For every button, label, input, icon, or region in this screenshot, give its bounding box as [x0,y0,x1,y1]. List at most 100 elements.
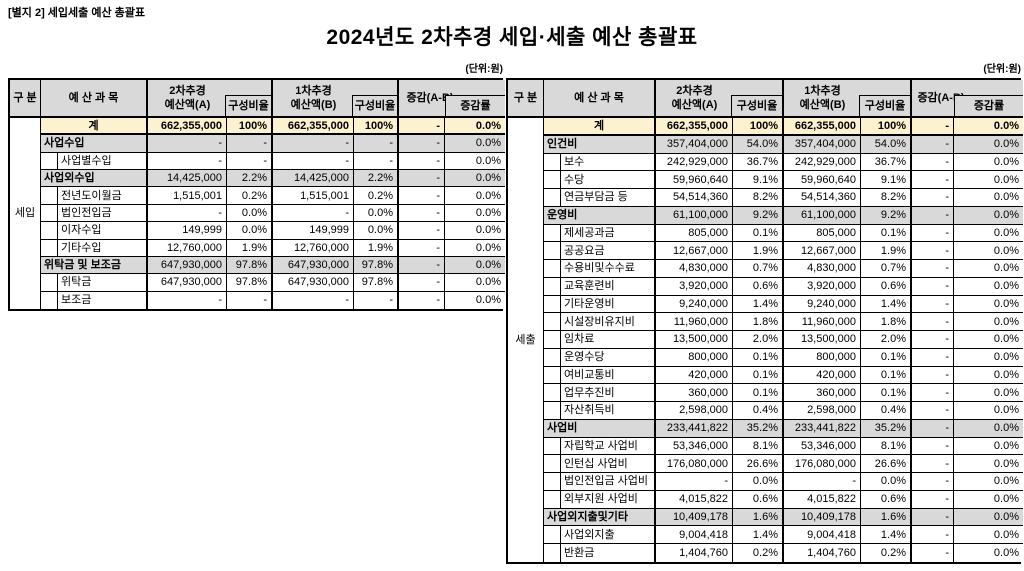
value-cell-a: 662,355,000 [656,118,733,136]
value-cell-rate: 0.0% [954,526,1023,544]
value-cell-rate: 0.0% [445,256,505,275]
value-cell-diff: - [399,222,445,240]
value-cell-ar: 0.2% [733,544,784,562]
header-b-line1: 1차추경 [295,84,332,97]
indent-cell [41,222,58,240]
value-cell-rate: 0.0% [954,419,1023,438]
header-group-b: 1차추경 예산액(B) 구성비율 [273,80,399,118]
row-label: 법인전입금 사업비 [561,473,656,491]
value-cell-br: 1.4% [861,295,912,314]
value-cell-diff: - [912,419,954,438]
page-title: 2024년도 2차추경 세입·세출 예산 총괄표 [326,26,698,49]
value-cell-a: 61,100,000 [656,206,733,225]
value-cell-diff: - [912,544,954,562]
value-cell-a: 12,760,000 [148,239,227,257]
value-cell-br: 9.1% [861,171,912,189]
value-cell-diff: - [912,260,954,278]
value-cell-br: 8.1% [861,437,912,456]
value-cell-b: 12,667,000 [784,242,861,260]
value-cell-rate: 0.0% [954,260,1023,278]
value-cell-rate: 0.0% [954,135,1023,154]
unit-label-expenditure: (단위:원) [983,64,1021,75]
indent-cell [544,313,561,331]
value-cell-br: 0.1% [861,224,912,243]
header-category: 예 산 과 목 [41,80,148,118]
indent-cell [544,348,561,367]
value-cell-b: 53,346,000 [784,437,861,456]
header-diff: 증감(A-B) [406,91,454,104]
value-cell-rate: 0.0% [445,118,505,136]
value-cell-br: 0.2% [354,187,399,205]
value-cell-diff: - [912,277,954,296]
value-cell-ar: 100% [227,118,273,136]
value-cell-ar: 0.1% [733,366,784,385]
value-cell-b: - [784,473,861,491]
value-cell-br: 0.0% [354,222,399,240]
row-label: 자산취득비 [561,402,656,420]
header-ratio: 구성비율 [731,95,782,116]
indent-cell [544,242,561,260]
value-cell-a: 647,930,000 [148,274,227,292]
value-cell-a: 9,240,000 [656,295,733,314]
value-cell-ar: 1.9% [227,239,273,257]
header-group-a: 2차추경 예산액(A) 구성비율 [656,80,784,118]
value-cell-a: 11,960,000 [656,313,733,331]
value-cell-ar: 0.1% [733,348,784,367]
value-cell-diff: - [912,242,954,260]
value-cell-a: 13,500,000 [656,331,733,349]
value-cell-b: 242,929,000 [784,153,861,172]
header-category: 예 산 과 목 [544,80,656,118]
value-cell-b: 1,404,760 [784,544,861,562]
total-row-label: 계 [41,118,148,136]
value-cell-diff: - [912,313,954,331]
value-cell-b: 9,240,000 [784,295,861,314]
indent-cell [41,274,58,292]
value-cell-a: 176,080,000 [656,455,733,473]
value-cell-br: 100% [861,118,912,136]
gubun-cell-expenditure: 세출 [508,118,544,562]
value-cell-br: 9.2% [861,206,912,225]
indent-cell [544,331,561,349]
value-cell-b: 3,920,000 [784,277,861,296]
indent-cell [41,204,58,223]
row-label: 인턴십 사업비 [561,455,656,473]
indent-cell [544,473,561,491]
row-label: 교육훈련비 [561,277,656,296]
value-cell-rate: 0.0% [954,206,1023,225]
row-label: 제세공과금 [561,224,656,243]
header-group-b: 1차추경 예산액(B) 구성비율 [784,80,912,118]
value-cell-diff: - [399,135,445,153]
value-cell-b: 357,404,000 [784,135,861,154]
value-cell-a: 800,000 [656,348,733,367]
header-group-a: 2차추경 예산액(A) 구성비율 [148,80,273,118]
value-cell-ar: 9.2% [733,206,784,225]
row-label: 법인전입금 [58,204,148,223]
value-cell-diff: - [399,152,445,171]
value-cell-br: 97.8% [354,256,399,275]
row-label: 운영수당 [561,348,656,367]
header-a-line2: 예산액(A) [671,99,718,111]
value-cell-b: 149,999 [273,222,354,240]
value-cell-diff: - [912,153,954,172]
value-cell-diff: - [912,118,954,136]
header-a-line1: 2차추경 [169,84,206,97]
header-a-line2: 예산액(A) [164,99,211,111]
row-label: 사업외지출 [561,526,656,544]
value-cell-rate: 0.0% [954,455,1023,473]
value-cell-diff: - [399,239,445,257]
value-cell-rate: 0.0% [954,490,1023,509]
indent-cell [544,277,561,296]
value-cell-b: 805,000 [784,224,861,243]
value-cell-diff: - [912,331,954,349]
value-cell-ar: 35.2% [733,419,784,438]
indent-cell [41,152,58,171]
value-cell-br: 0.0% [861,473,912,491]
value-cell-diff: - [912,206,954,225]
row-label: 여비교통비 [561,366,656,385]
indent-cell [544,526,561,544]
row-label: 수당 [561,171,656,189]
value-cell-ar: 0.2% [227,187,273,205]
value-cell-b: 662,355,000 [273,118,354,136]
value-cell-b: 4,015,822 [784,490,861,509]
